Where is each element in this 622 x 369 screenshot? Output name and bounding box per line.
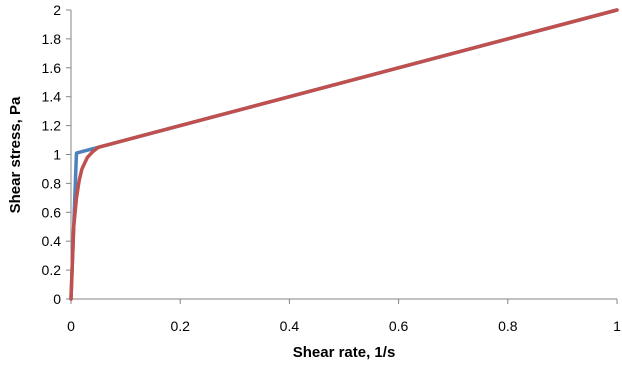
y-tick-label: 1.8 bbox=[42, 31, 62, 47]
y-tick-label: 2 bbox=[53, 2, 61, 18]
y-tick-label: 1.4 bbox=[42, 89, 62, 105]
x-tick-label: 0.6 bbox=[389, 318, 409, 334]
series-line-1 bbox=[69, 8, 619, 301]
x-tick-label: 0.2 bbox=[170, 318, 190, 334]
tick-labels: 0 0.2 0.4 0.6 0.8 1 1.2 1.4 1.6 1.8 2 0 0.2 0.4 0.6 0.8… bbox=[42, 2, 622, 334]
y-tick-label: 0 bbox=[53, 291, 61, 307]
x-tick-label: 1 bbox=[613, 318, 621, 334]
x-tick-label: 0.8 bbox=[498, 318, 518, 334]
x-tick-label: 0.4 bbox=[280, 318, 300, 334]
y-tick-label: 0.8 bbox=[42, 175, 62, 191]
axes bbox=[66, 9, 618, 304]
x-tick-label: 0 bbox=[67, 318, 75, 334]
y-axis-title: Shear stress, Pa bbox=[7, 96, 24, 213]
y-tick-label: 1 bbox=[53, 147, 61, 163]
y-tick-label: 1.6 bbox=[42, 60, 62, 76]
y-tick-label: 1.2 bbox=[42, 118, 62, 134]
series-line-2 bbox=[69, 8, 619, 301]
series-layer bbox=[69, 8, 619, 301]
x-axis-title: Shear rate, 1/s bbox=[293, 344, 396, 361]
y-tick-label: 0.6 bbox=[42, 204, 62, 220]
y-tick-label: 0.2 bbox=[42, 262, 62, 278]
y-tick-label: 0.4 bbox=[42, 233, 62, 249]
